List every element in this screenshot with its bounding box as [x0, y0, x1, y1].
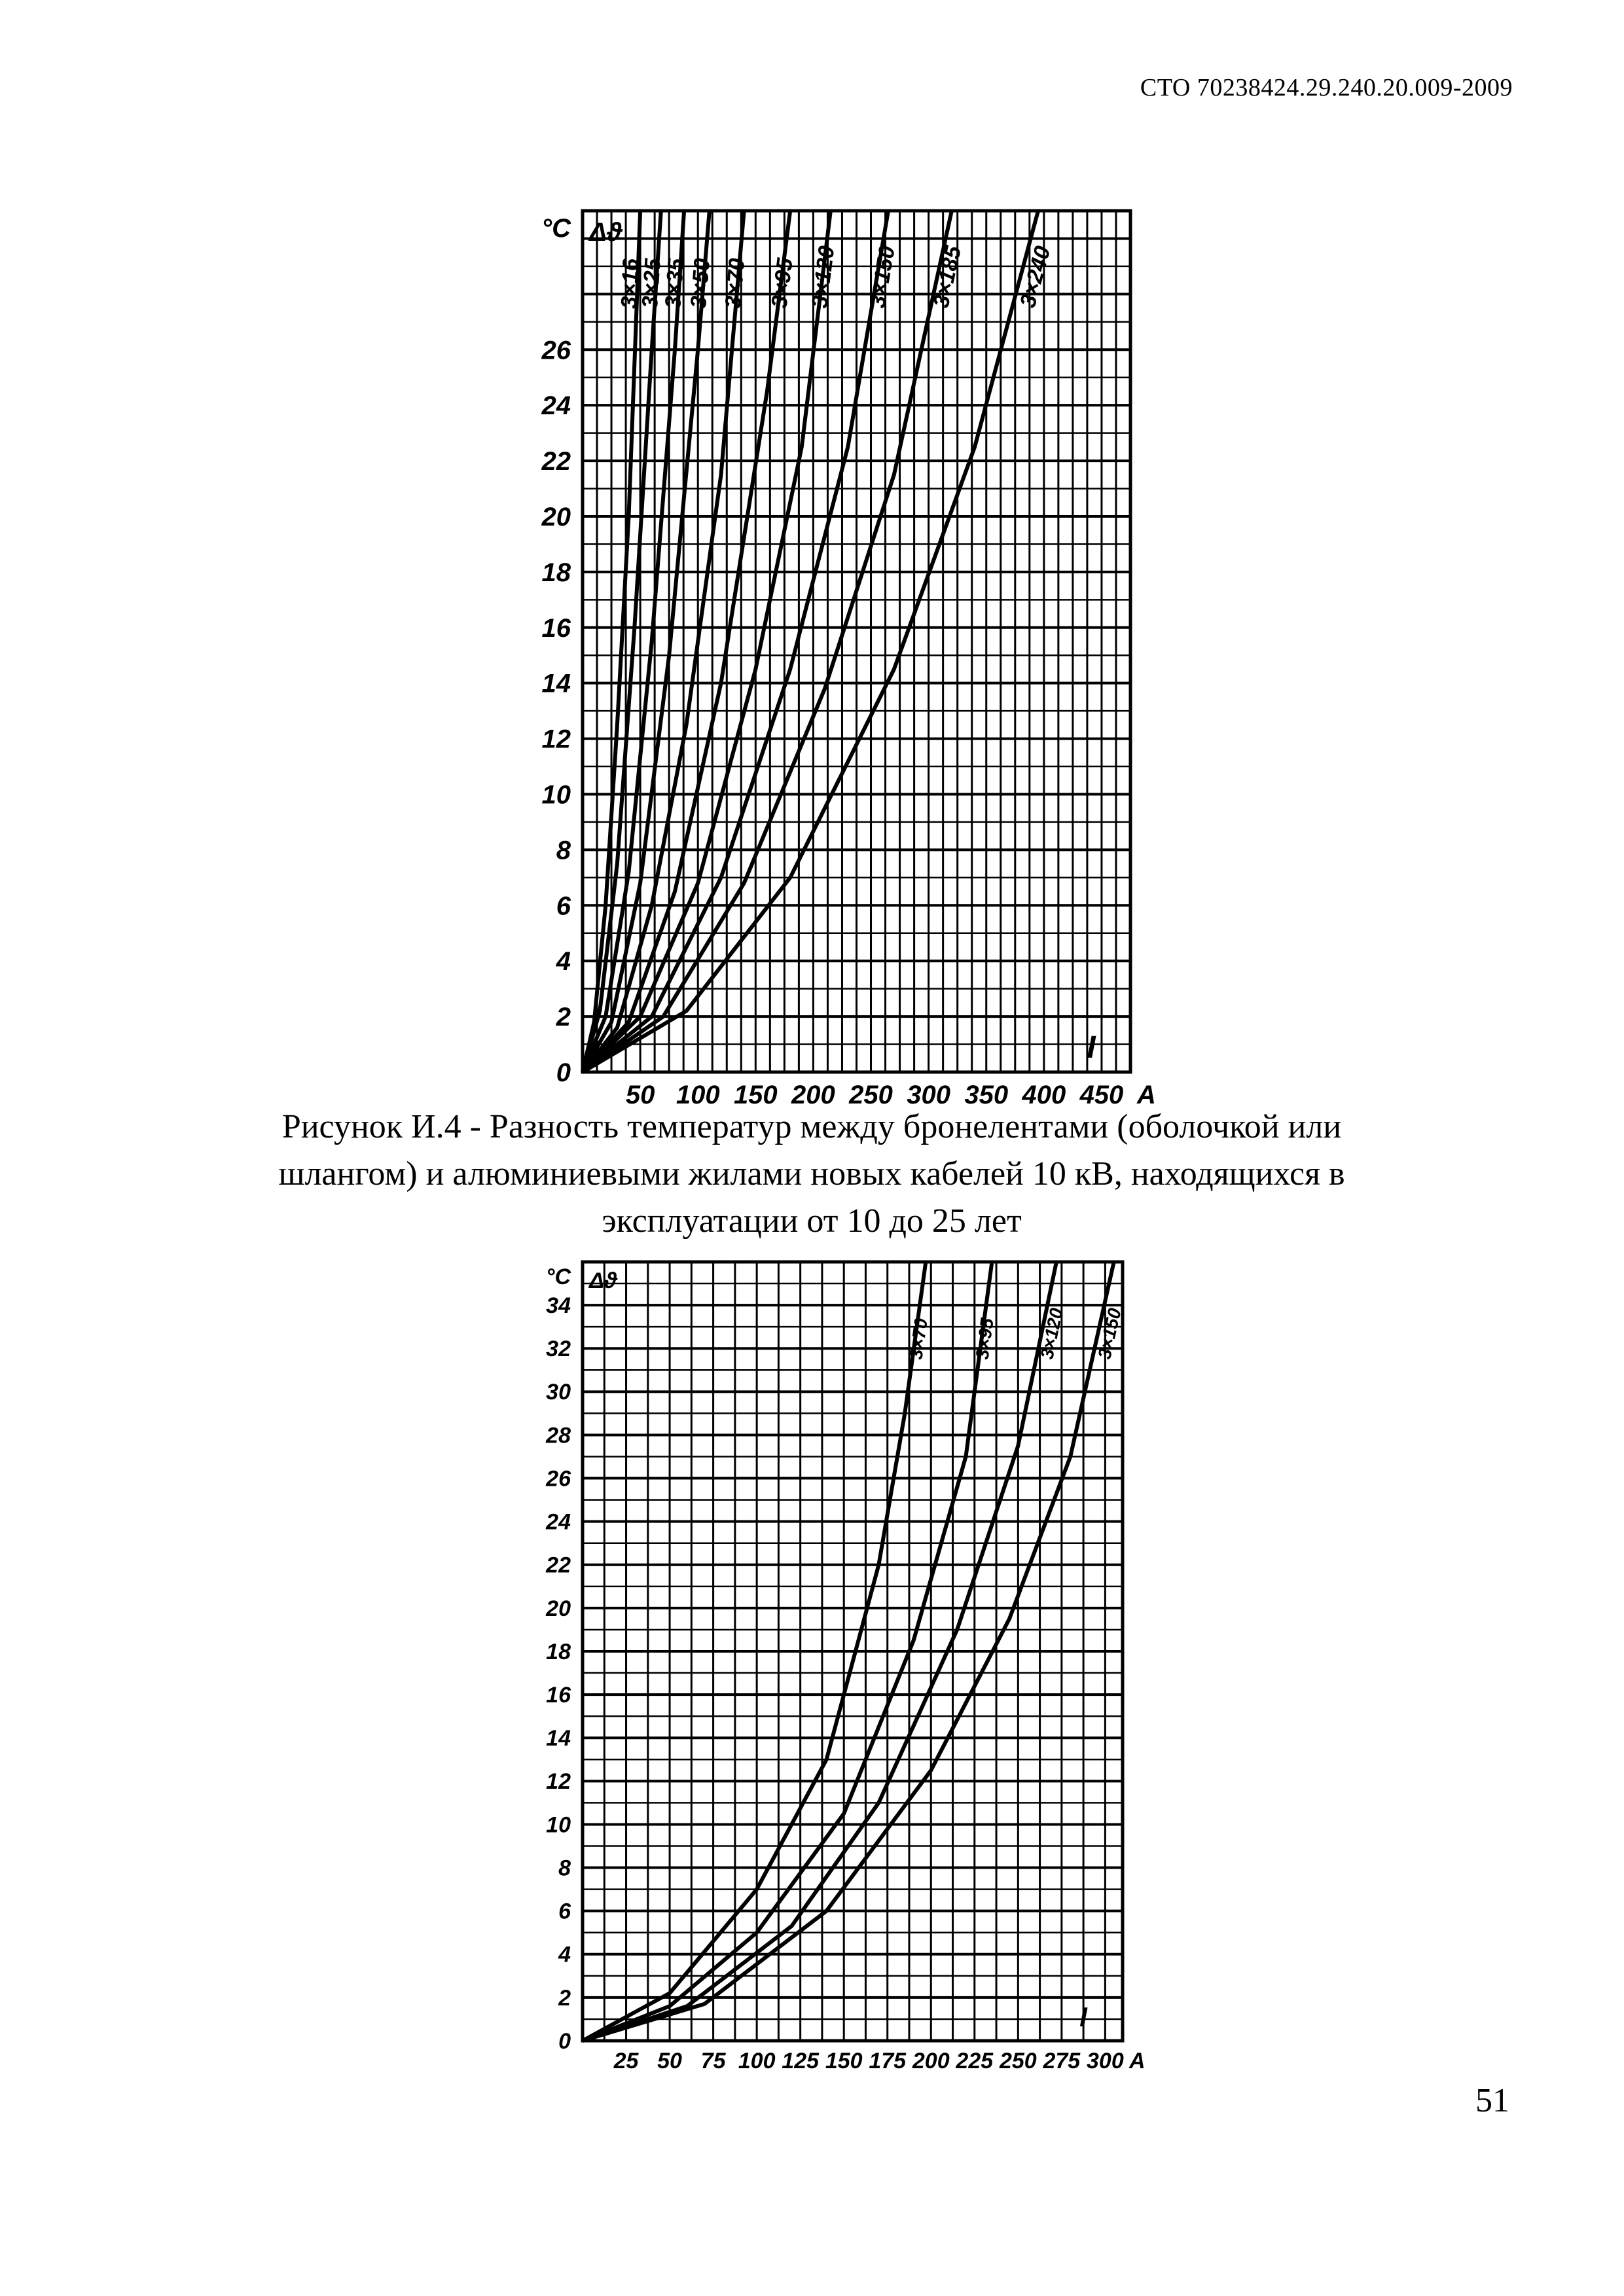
- y-tick-label: 12: [546, 1769, 571, 1794]
- series-label: 3×35: [660, 257, 689, 310]
- page-number: 51: [1475, 2082, 1509, 2119]
- y-tick-label: 14: [546, 1726, 571, 1751]
- caption-line-3: эксплуатации от 10 до 25 лет: [602, 1202, 1022, 1240]
- figure-caption: Рисунок И.4 - Разность температур между …: [183, 1103, 1440, 1245]
- y-tick-label: 22: [545, 1553, 571, 1578]
- x-tick-label: 100: [676, 1081, 720, 1109]
- x-unit-label: A: [1136, 1081, 1156, 1109]
- series-line: [581, 210, 746, 1073]
- x-tick-label: 200: [791, 1081, 835, 1109]
- caption-line-2: шлангом) и алюминиевыми жилами новых каб…: [278, 1155, 1345, 1193]
- x-tick-label: 175: [869, 2049, 907, 2073]
- y-tick-label: 0: [556, 1058, 571, 1087]
- caption-line-1: Рисунок И.4 - Разность температур между …: [281, 1108, 1342, 1145]
- y-tick-label: 6: [556, 891, 571, 920]
- x-tick-label: 200: [912, 2049, 950, 2073]
- y-tick-label: 18: [546, 1640, 571, 1664]
- series-label: 3×185: [929, 243, 967, 310]
- x-tick-label: 25: [613, 2049, 640, 2073]
- y-axis-label: Δϑ: [588, 218, 623, 247]
- y-tick-label: 8: [556, 836, 571, 865]
- y-tick-label: 12: [542, 725, 571, 754]
- x-tick-label: 75: [701, 2049, 727, 2073]
- series-line: [581, 210, 793, 1074]
- series-label: 3×150: [1094, 1306, 1125, 1361]
- series-label: 3×70: [721, 257, 750, 310]
- series-label: 3×95: [972, 1317, 998, 1361]
- series-line: [581, 210, 954, 1074]
- chart-1: 3×163×253×353×50 3×70 3×95 3×120 3×150 3×185 3…: [541, 209, 1156, 1109]
- x-axis-label: I: [1079, 2001, 1088, 2032]
- y-tick-label: 24: [541, 391, 571, 420]
- y-tick-label: 2: [556, 1003, 571, 1031]
- y-tick-label: 24: [545, 1510, 571, 1535]
- series-label: 3×16: [617, 257, 643, 309]
- x-tick-label: 50: [657, 2049, 682, 2073]
- x-tick-label: 150: [734, 1081, 778, 1109]
- y-tick-label: 28: [545, 1423, 571, 1448]
- y-tick-label: 20: [541, 503, 571, 531]
- y-tick-label: 4: [556, 947, 571, 976]
- series-label: 3×50: [686, 257, 715, 310]
- x-tick-label: 150: [825, 2049, 863, 2073]
- series-line: [581, 210, 833, 1074]
- series-line: [582, 1261, 1116, 2043]
- series-line: [581, 210, 663, 1073]
- x-axis-label: I: [1087, 1030, 1096, 1065]
- x-tick-label: 275: [1042, 2049, 1081, 2073]
- y-tick-label: 32: [546, 1336, 571, 1361]
- y-tick-label: 34: [546, 1293, 571, 1318]
- y-unit-label: °C: [546, 1265, 571, 1289]
- y-tick-label: 10: [546, 1812, 571, 1837]
- plot-frame: [581, 1260, 1125, 2043]
- series-line: [581, 1261, 994, 2043]
- x-tick-label: 350: [964, 1081, 1008, 1109]
- x-tick-label: 250: [848, 1081, 893, 1109]
- series-label: 3×95: [767, 256, 798, 310]
- x-unit-label: A: [1128, 2049, 1146, 2073]
- series-line: [581, 210, 643, 1073]
- series-line: [582, 1261, 1058, 2043]
- chart-2: 3×70 3×95 3×120 3×1500246810121416182022242…: [545, 1260, 1146, 2073]
- y-tick-label: 30: [546, 1380, 571, 1405]
- x-tick-label: 300: [907, 1081, 950, 1109]
- y-tick-label: 22: [541, 447, 571, 476]
- x-tick-label: 450: [1079, 1081, 1124, 1109]
- y-tick-label: 8: [558, 1856, 571, 1880]
- series-label: 3×120: [807, 244, 839, 309]
- y-tick-label: 16: [542, 614, 571, 643]
- y-tick-label: 26: [545, 1466, 571, 1491]
- x-tick-label: 400: [1021, 1081, 1066, 1109]
- y-tick-label: 26: [541, 336, 571, 365]
- series-line: [581, 1261, 928, 2043]
- series-label: 3×25: [638, 257, 666, 310]
- series-line: [581, 210, 890, 1074]
- x-tick-label: 300: [1087, 2049, 1124, 2073]
- y-tick-label: 2: [558, 1986, 571, 2011]
- series-line: [581, 210, 712, 1073]
- series-line: [581, 210, 687, 1073]
- x-tick-label: 250: [999, 2049, 1037, 2073]
- document-code: СТО 70238424.29.240.20.009-2009: [1140, 74, 1513, 101]
- y-tick-label: 14: [542, 670, 571, 698]
- y-tick-label: 6: [558, 1899, 571, 1924]
- y-tick-label: 4: [558, 1943, 571, 1967]
- x-tick-label: 100: [738, 2049, 776, 2073]
- y-tick-label: 18: [542, 558, 571, 587]
- y-tick-label: 10: [542, 780, 571, 809]
- x-tick-label: 225: [955, 2049, 994, 2073]
- x-tick-label: 125: [782, 2049, 820, 2073]
- y-tick-label: 0: [558, 2029, 571, 2054]
- y-tick-label: 20: [545, 1596, 571, 1621]
- x-tick-label: 50: [626, 1081, 655, 1109]
- y-unit-label: °C: [541, 214, 571, 243]
- plot-frame: [581, 209, 1132, 1074]
- y-axis-label: Δϑ: [588, 1268, 618, 1293]
- y-tick-label: 16: [546, 1683, 571, 1708]
- series-line: [581, 210, 1040, 1074]
